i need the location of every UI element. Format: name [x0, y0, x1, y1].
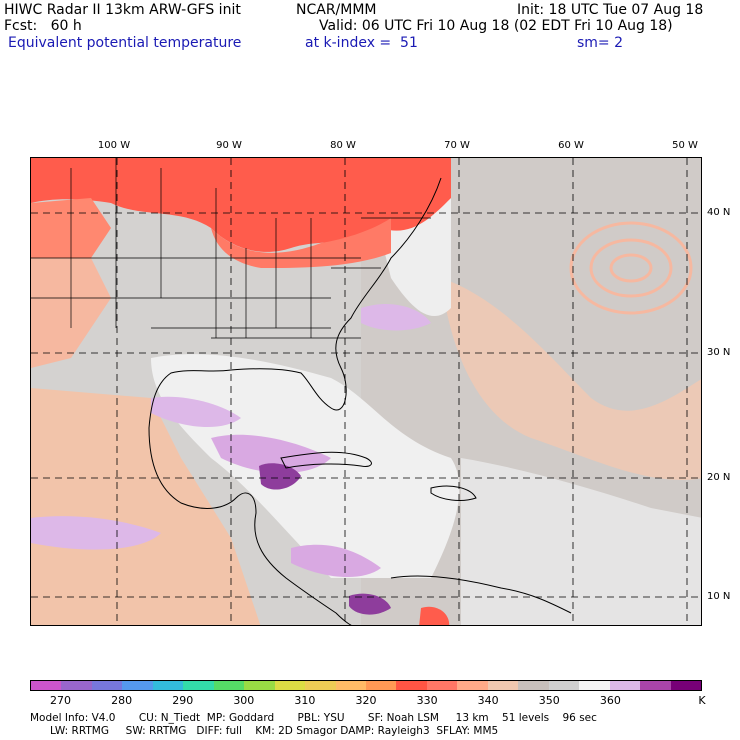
field-lavender-3 [211, 434, 331, 473]
header-title: HIWC Radar II 13km ARW-GFS init [4, 2, 241, 18]
colorbar-cell [609, 681, 641, 690]
colorbar-tick-label: 310 [294, 694, 316, 707]
field-caribbean-light [461, 458, 701, 625]
colorbar-tick-label: 290 [172, 694, 194, 707]
colorbar-tick-label: 280 [111, 694, 133, 707]
colorbar-cell [518, 681, 549, 690]
colorbar-tick-label: 320 [355, 694, 377, 707]
field-ohio-valley [211, 218, 391, 268]
us-gulf-coast [148, 177, 442, 625]
lon-label-60w: 60 W [558, 140, 584, 151]
field-purple-core [259, 463, 301, 490]
field-lavender-1 [361, 303, 431, 331]
hispaniola-coast [430, 485, 477, 501]
header-source: NCAR/MMM [296, 2, 377, 18]
colorbar-cell [548, 681, 580, 690]
colorbar-tick-label: 350 [538, 694, 560, 707]
colorbar-cell [152, 681, 184, 690]
colorbar-cell [335, 681, 366, 690]
lon-label-100w: 100 W [97, 140, 131, 151]
cuba-coast [280, 451, 372, 469]
lon-label-80w: 80 W [330, 140, 356, 151]
smoothing-label: sm= 2 [577, 35, 624, 51]
colorbar-cell [305, 681, 336, 690]
lon-label-90w: 90 W [216, 140, 242, 151]
theta-e-map [31, 158, 701, 625]
colorbar-cell [213, 681, 245, 690]
field-mexico-warm [31, 388, 261, 625]
colorbar-cell [61, 681, 92, 690]
colorbar-cell [183, 681, 214, 690]
colorbar-cell [365, 681, 397, 690]
field-atlantic-swirl [569, 221, 693, 315]
level-label: at k-index = 51 [305, 35, 418, 51]
field-lavender-5 [291, 544, 381, 578]
lat-label-40n: 40 N [707, 207, 731, 218]
colorbar-cell [640, 681, 671, 690]
colorbar [30, 680, 702, 691]
field-lavender-2 [151, 396, 241, 428]
header-valid: Valid: 06 UTC Fri 10 Aug 18 (02 EDT Fri … [319, 18, 673, 34]
lon-label-50w: 50 W [672, 140, 698, 151]
field-lavender-4 [31, 516, 161, 550]
colorbar-tick-label: 330 [416, 694, 438, 707]
colorbar-cell [670, 681, 701, 690]
colorbar-cell [122, 681, 153, 690]
model-info-line1: Model Info: V4.0 CU: N_Tiedt MP: Goddard… [30, 712, 597, 724]
coastlines [148, 177, 572, 625]
colorbar-tick-label: 270 [50, 694, 72, 707]
colorbar-cell [457, 681, 488, 690]
south-america-coast [390, 575, 572, 614]
colorbar-cell [396, 681, 427, 690]
colorbar-cell [244, 681, 275, 690]
colorbar-cell [91, 681, 123, 690]
field-hot-south [419, 606, 449, 625]
field-atlantic-warm [441, 278, 701, 480]
lon-label-70w: 70 W [444, 140, 470, 151]
header-fcst: Fcst: 60 h [4, 18, 82, 34]
colorbar-cell [579, 681, 610, 690]
lat-label-20n: 20 N [707, 472, 731, 483]
header-init: Init: 18 UTC Tue 07 Aug 18 [517, 2, 704, 18]
field-name: Equivalent potential temperature [8, 35, 242, 51]
colorbar-cell [31, 681, 62, 690]
model-info-line2: LW: RRTMG SW: RRTMG DIFF: full KM: 2D Sm… [30, 725, 499, 737]
field-north-hot [31, 158, 451, 252]
colorbar-cell [426, 681, 458, 690]
colorbar-tick-label: 360 [599, 694, 621, 707]
colorbar-tick-label: 340 [477, 694, 499, 707]
colorbar-cell [274, 681, 306, 690]
graticule [31, 158, 701, 625]
map-panel [30, 157, 702, 626]
colorbar-cell [487, 681, 519, 690]
colorbar-tick-label: 300 [233, 694, 255, 707]
colorbar-unit: K [698, 694, 706, 707]
field-purple-south [349, 593, 391, 615]
state-borders [31, 158, 431, 339]
lat-label-10n: 10 N [707, 591, 731, 602]
lat-label-30n: 30 N [707, 347, 731, 358]
